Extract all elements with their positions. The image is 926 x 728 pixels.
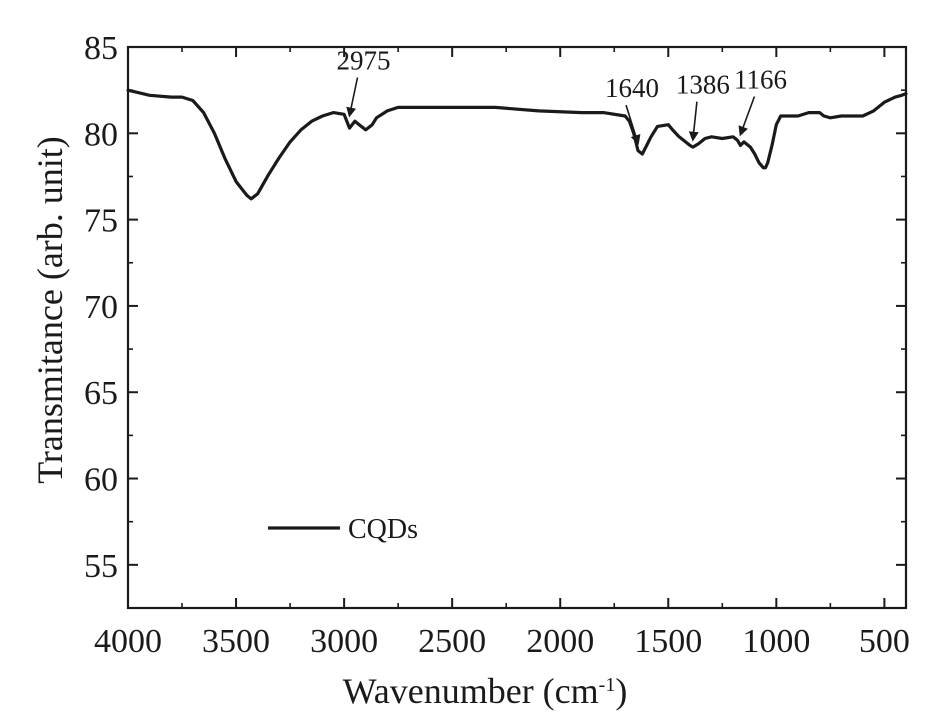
peak-arrow (740, 96, 754, 134)
x-tick-label: 3000 (310, 623, 378, 660)
x-axis-title-main: Wavenumber (cm (343, 671, 599, 711)
plot-frame (128, 47, 906, 608)
peak-label: 1386 (676, 70, 730, 100)
peak-arrow (693, 102, 697, 140)
x-tick-label: 3500 (202, 623, 270, 660)
x-tick-label: 500 (859, 623, 910, 660)
legend-label-cqds: CQDs (348, 514, 418, 545)
y-axis-title: Transmitance (arb. unit) (30, 136, 70, 484)
x-axis-title-superscript: -1 (599, 674, 616, 696)
peak-label: 2975 (337, 45, 391, 75)
x-tick-label: 2500 (418, 623, 486, 660)
series-line-cqds (128, 90, 906, 199)
x-axis-title-close: ) (615, 671, 627, 711)
peak-label: 1640 (605, 73, 659, 103)
y-tick-label: 70 (84, 289, 118, 326)
x-tick-label: 1500 (634, 623, 702, 660)
y-tick-label: 55 (84, 548, 118, 585)
x-tick-label: 4000 (94, 623, 162, 660)
peak-arrow (626, 105, 638, 143)
y-tick-label: 85 (84, 30, 118, 67)
y-tick-label: 60 (84, 462, 118, 499)
peak-arrow (350, 77, 358, 115)
peak-label: 1166 (734, 64, 787, 94)
y-tick-label: 80 (84, 116, 118, 153)
y-tick-label: 65 (84, 375, 118, 412)
y-tick-label: 75 (84, 203, 118, 240)
x-axis-title: Wavenumber (cm-1) (343, 671, 628, 711)
x-tick-label: 2000 (526, 623, 594, 660)
x-tick-label: 1000 (742, 623, 810, 660)
